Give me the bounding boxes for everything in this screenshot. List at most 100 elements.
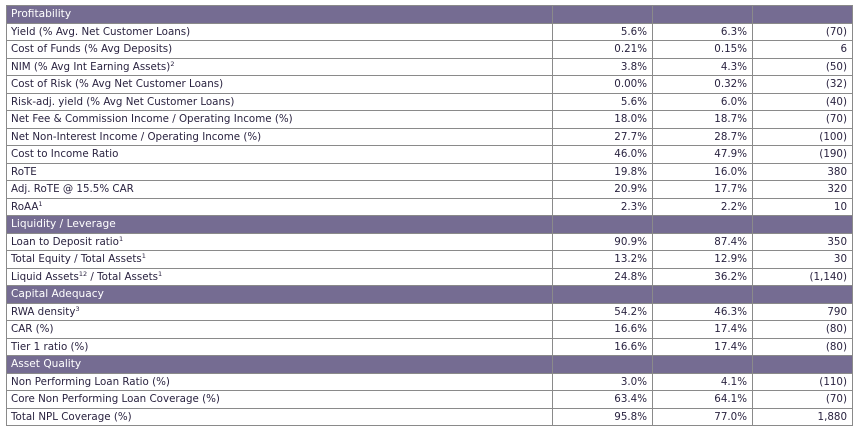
- change-bps-value: (1,140): [752, 267, 853, 286]
- metric-label-cell: CAR (%): [6, 320, 553, 339]
- metric-label-cell: Total Equity / Total Assets1: [6, 250, 553, 269]
- change-bps-value: (50): [752, 57, 853, 76]
- metric-label-cell: Yield (% Avg. Net Customer Loans): [6, 22, 553, 41]
- metric-label: RoTE: [11, 165, 37, 178]
- table-row: Adj. RoTE @ 15.5% CAR 20.9% 17.7% 320: [6, 180, 853, 199]
- change-bps-value: (100): [752, 127, 853, 146]
- change-bps-value: (70): [752, 110, 853, 129]
- footnote-marker: 1: [38, 199, 43, 208]
- section-header-cell: [752, 215, 853, 234]
- prior-period-value: 6.0%: [652, 92, 753, 111]
- table-row: Total Equity / Total Assets1 13.2% 12.9% 30: [6, 250, 853, 269]
- change-bps-value: (110): [752, 372, 853, 391]
- section-header-liquidity-leverage: Liquidity / Leverage: [6, 215, 853, 234]
- section-header-capital-adequacy: Capital Adequacy: [6, 285, 853, 304]
- change-bps-value: (190): [752, 145, 853, 164]
- section-title: Profitability: [6, 5, 553, 24]
- metric-label: Risk-adj. yield (% Avg Net Customer Loan…: [11, 95, 235, 108]
- footnote-marker: 12: [78, 269, 88, 278]
- table-row: Cost to Income Ratio 46.0% 47.9% (190): [6, 145, 853, 164]
- table-row: Loan to Deposit ratio1 90.9% 87.4% 350: [6, 232, 853, 251]
- table-row: NIM (% Avg Int Earning Assets)2 3.8% 4.3%(…: [6, 57, 853, 76]
- metric-label: Cost of Funds (% Avg Deposits): [11, 43, 173, 55]
- current-period-value: 5.6%: [552, 22, 653, 41]
- current-period-value: 0.21%: [552, 40, 653, 59]
- section-header-profitability: Profitability: [6, 5, 853, 24]
- current-period-value: 95.8%: [552, 407, 653, 426]
- current-period-value: 16.6%: [552, 320, 653, 339]
- prior-period-value: 46.3%: [652, 302, 753, 321]
- prior-period-value: 2.2%: [652, 197, 753, 216]
- change-bps-value: 350: [752, 232, 853, 251]
- footnote-marker: 1: [157, 269, 163, 278]
- metric-label-cell: Cost to Income Ratio: [6, 145, 553, 164]
- section-header-cell: [552, 215, 653, 234]
- table-row: Cost of Funds (% Avg Deposits) 0.21% 0.15%…: [6, 40, 853, 59]
- kpi-table-body: Profitability Yield (% Avg. Net Customer …: [6, 5, 853, 426]
- prior-period-value: 12.9%: [652, 250, 753, 269]
- metric-label: Net Fee & Commission Income / Operating …: [11, 113, 293, 125]
- current-period-value: 27.7%: [552, 127, 653, 146]
- change-bps-value: (70): [752, 390, 853, 409]
- change-bps-value: (70): [752, 22, 853, 41]
- current-period-value: 54.2%: [552, 302, 653, 321]
- table-row: Risk-adj. yield (% Avg Net Customer Loan…: [6, 92, 853, 111]
- section-header-cell: [752, 5, 853, 24]
- current-period-value: 19.8%: [552, 162, 653, 181]
- metric-label-cell: RoTE: [6, 162, 553, 181]
- metric-label: RWA density: [11, 305, 76, 318]
- section-header-cell: [652, 355, 753, 374]
- metric-label: Yield (% Avg. Net Customer Loans): [11, 25, 191, 38]
- current-period-value: 90.9%: [552, 232, 653, 251]
- current-period-value: 2.3%: [552, 197, 653, 216]
- metric-label: Liquid Assets: [11, 270, 79, 283]
- change-bps-value: 380: [752, 162, 853, 181]
- metric-label: NIM (% Avg Int Earning Assets): [11, 60, 171, 73]
- metric-label: Total Equity / Total Assets: [11, 253, 142, 265]
- current-period-value: 18.0%: [552, 110, 653, 129]
- metric-label-cell: Net Non-Interest Income / Operating Inco…: [6, 127, 553, 146]
- prior-period-value: 18.7%: [652, 110, 753, 129]
- section-header-cell: [652, 215, 753, 234]
- change-bps-value: 1,880: [752, 407, 853, 426]
- metric-label-cell: Adj. RoTE @ 15.5% CAR: [6, 180, 553, 199]
- change-bps-value: 30: [752, 250, 853, 269]
- metric-label-cell: Net Fee & Commission Income / Operating …: [6, 110, 553, 129]
- current-period-value: 24.8%: [552, 267, 653, 286]
- current-period-value: 3.0%: [552, 372, 653, 391]
- table-row: Cost of Risk (% Avg Net Customer Loans) 0…: [6, 75, 853, 94]
- metric-label: Cost of Risk (% Avg Net Customer Loans): [11, 78, 224, 90]
- section-title: Asset Quality: [6, 355, 553, 374]
- change-bps-value: 790: [752, 302, 853, 321]
- metric-label-cell: RWA density3: [6, 302, 553, 321]
- prior-period-value: 4.3%: [652, 57, 753, 76]
- metric-label-cell: Liquid Assets12 / Total Assets1: [6, 267, 553, 286]
- metric-label-cell: Non Performing Loan Ratio (%): [6, 372, 553, 391]
- kpi-table: Profitability Yield (% Avg. Net Customer …: [6, 5, 853, 426]
- table-row: Tier 1 ratio (%) 16.6% 17.4% (80): [6, 337, 853, 356]
- table-row: Net Non-Interest Income / Operating Inco…: [6, 127, 853, 146]
- section-title: Capital Adequacy: [6, 285, 553, 304]
- table-row: Yield (% Avg. Net Customer Loans) 5.6% 6.3…: [6, 22, 853, 41]
- section-header-asset-quality: Asset Quality: [6, 355, 853, 374]
- section-header-cell: [652, 285, 753, 304]
- metric-label-cell: NIM (% Avg Int Earning Assets)2: [6, 57, 553, 76]
- metric-label-cell: Cost of Risk (% Avg Net Customer Loans): [6, 75, 553, 94]
- metric-label-cell: Cost of Funds (% Avg Deposits): [6, 40, 553, 59]
- change-bps-value: (32): [752, 75, 853, 94]
- metric-label-cell: Tier 1 ratio (%): [6, 337, 553, 356]
- section-header-cell: [552, 5, 653, 24]
- prior-period-value: 17.7%: [652, 180, 753, 199]
- footnote-marker: 1: [118, 234, 124, 243]
- metric-label-cell: Loan to Deposit ratio1: [6, 232, 553, 251]
- current-period-value: 63.4%: [552, 390, 653, 409]
- metric-label: Tier 1 ratio (%): [11, 340, 89, 353]
- footnote-marker: 3: [75, 304, 80, 313]
- table-row: CAR (%) 16.6% 17.4% (80): [6, 320, 853, 339]
- current-period-value: 20.9%: [552, 180, 653, 199]
- metric-label: CAR (%): [11, 323, 54, 335]
- prior-period-value: 0.15%: [652, 40, 753, 59]
- metric-label-cell: Risk-adj. yield (% Avg Net Customer Loan…: [6, 92, 553, 111]
- section-header-cell: [752, 285, 853, 304]
- prior-period-value: 0.32%: [652, 75, 753, 94]
